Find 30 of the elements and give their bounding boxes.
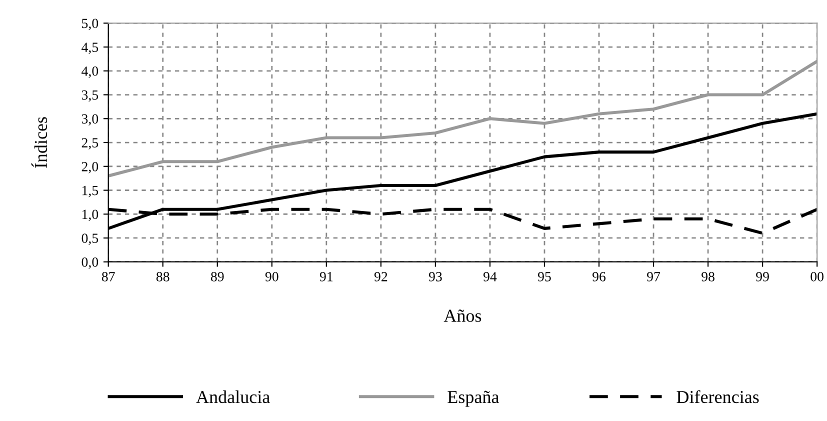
x-tick-label: 93 [428,272,442,282]
x-tick-label: 96 [592,272,606,282]
y-tick-label: 3,0 [82,114,98,126]
x-tick-label: 88 [156,272,170,282]
legend-label: Andalucia [196,390,270,404]
y-tick-label: 1,5 [82,186,98,198]
x-axis-title: Años [444,310,482,322]
x-tick-label: 87 [102,272,115,282]
x-tick-label: 00 [810,272,824,282]
y-tick-label: 0,5 [82,234,98,245]
x-tick-label: 98 [702,272,714,282]
x-tick-label: 95 [538,272,551,282]
x-tick-label: 89 [210,272,224,282]
legend-label: España [448,390,500,407]
y-tick-label: 3,5 [82,90,98,102]
y-tick-label: 1,0 [82,210,98,222]
y-tick-label: 2,0 [82,162,98,174]
y-axis-title: Índices [31,117,48,168]
legend-label: Diferencias [676,390,759,404]
y-tick-label: 4,5 [82,42,98,54]
x-tick-label: 99 [756,272,769,282]
x-tick-label: 94 [483,272,497,282]
y-tick-label: 5,0 [82,18,98,30]
y-tick-label: 2,5 [82,138,98,150]
y-tick-label: 4,0 [82,66,98,78]
x-tick-label: 97 [647,272,660,282]
x-tick-label: 90 [265,272,278,282]
x-tick-label: 91 [320,272,333,282]
x-tick-label: 92 [374,272,388,282]
y-tick-label: 0,0 [82,257,98,269]
